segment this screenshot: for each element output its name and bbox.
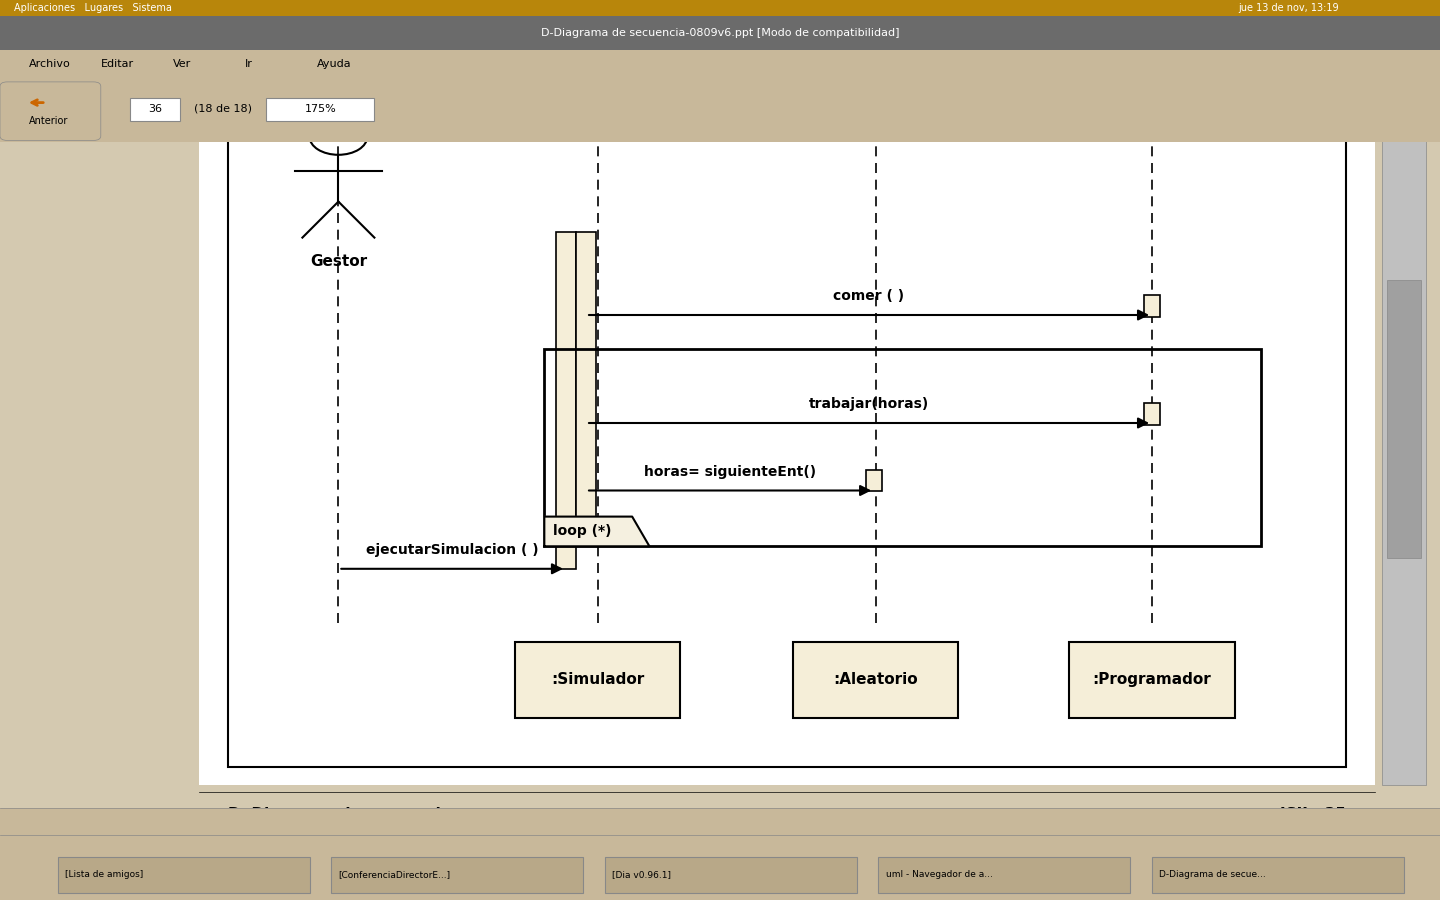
- Text: ISII - 35: ISII - 35: [1280, 807, 1346, 823]
- Text: [ConferenciaDirectorE...]: [ConferenciaDirectorE...]: [338, 870, 451, 879]
- Bar: [1068, 642, 1236, 718]
- Text: D. Diagrama de secuencias: D. Diagrama de secuencias: [228, 807, 459, 823]
- Text: [Lista de amigos]: [Lista de amigos]: [65, 870, 143, 879]
- Text: jue 13 de nov, 13:19: jue 13 de nov, 13:19: [1238, 3, 1339, 14]
- Bar: [0, 50, 1440, 77]
- Bar: [1145, 295, 1161, 317]
- Bar: [0, 77, 1440, 142]
- Bar: [1382, 54, 1426, 785]
- Bar: [1145, 403, 1161, 425]
- FancyBboxPatch shape: [1152, 857, 1404, 893]
- Text: horas= siguienteEnt(): horas= siguienteEnt(): [644, 464, 816, 479]
- Text: :Programador: :Programador: [1093, 672, 1211, 688]
- FancyBboxPatch shape: [0, 82, 101, 140]
- Text: (18 de 18): (18 de 18): [194, 104, 252, 114]
- Text: D-Diagrama de secuencia-0809v6.ppt [Modo de compatibilidad]: D-Diagrama de secuencia-0809v6.ppt [Modo…: [541, 28, 899, 39]
- Text: :Simulador: :Simulador: [552, 672, 644, 688]
- Bar: [516, 642, 680, 718]
- Text: 36: 36: [148, 104, 161, 114]
- Bar: [544, 349, 1261, 546]
- Text: D-Diagrama de secue...: D-Diagrama de secue...: [1159, 870, 1266, 879]
- Text: trabajar(horas): trabajar(horas): [809, 397, 929, 411]
- FancyBboxPatch shape: [58, 857, 310, 893]
- Text: Ayuda: Ayuda: [317, 58, 351, 69]
- FancyBboxPatch shape: [878, 857, 1130, 893]
- Bar: [199, 54, 1375, 785]
- FancyBboxPatch shape: [331, 857, 583, 893]
- Text: 175%: 175%: [304, 104, 337, 114]
- Bar: [576, 232, 596, 544]
- Text: Aplicaciones   Lugares   Sistema: Aplicaciones Lugares Sistema: [14, 3, 173, 14]
- Bar: [1387, 281, 1421, 558]
- FancyBboxPatch shape: [130, 98, 180, 121]
- Text: Gestor: Gestor: [310, 254, 367, 269]
- Text: sd EjemploMarcoIteracion: sd EjemploMarcoIteracion: [239, 50, 461, 65]
- Text: Anterior: Anterior: [29, 115, 68, 126]
- Bar: [0, 142, 1440, 835]
- FancyBboxPatch shape: [605, 857, 857, 893]
- Text: :Aleatorio: :Aleatorio: [834, 672, 917, 688]
- Polygon shape: [544, 517, 649, 546]
- FancyBboxPatch shape: [266, 98, 374, 121]
- Bar: [867, 470, 883, 490]
- Bar: [0, 808, 1440, 835]
- Text: Editar: Editar: [101, 58, 134, 69]
- Text: uml - Navegador de a...: uml - Navegador de a...: [886, 870, 992, 879]
- Bar: [228, 72, 1346, 767]
- Text: [Dia v0.96.1]: [Dia v0.96.1]: [612, 870, 671, 879]
- Text: Ver: Ver: [173, 58, 192, 69]
- Bar: [0, 835, 1440, 900]
- Text: ejecutarSimulacion ( ): ejecutarSimulacion ( ): [366, 543, 539, 557]
- Text: Archivo: Archivo: [29, 58, 71, 69]
- Text: comer ( ): comer ( ): [834, 289, 904, 303]
- Bar: [0, 0, 1440, 16]
- Polygon shape: [228, 43, 537, 72]
- Bar: [556, 232, 576, 569]
- Bar: [792, 642, 959, 718]
- Text: loop (*): loop (*): [553, 525, 612, 538]
- Text: Ir: Ir: [245, 58, 252, 69]
- Bar: [0, 16, 1440, 50]
